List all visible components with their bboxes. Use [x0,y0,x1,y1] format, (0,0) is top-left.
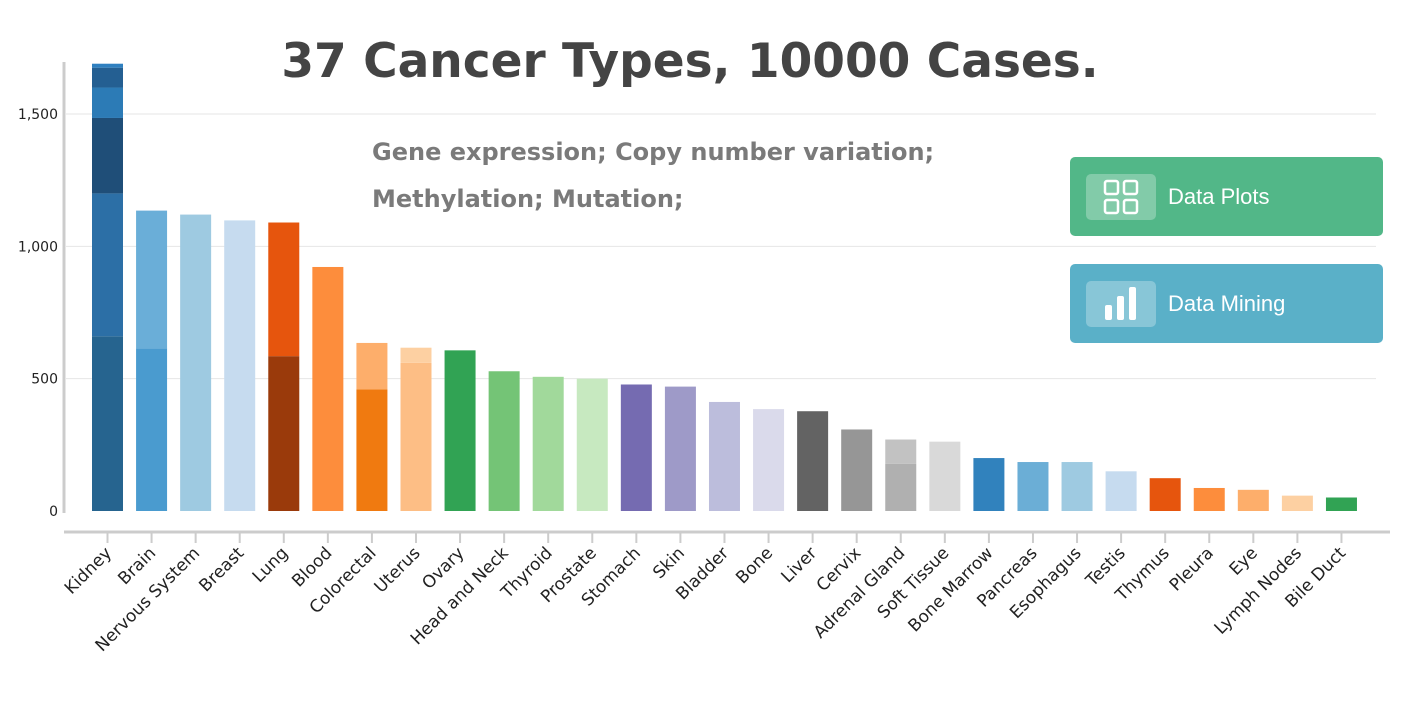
bar-segment[interactable] [92,117,123,194]
bar-chart-icon [1086,280,1156,327]
bars [92,63,1357,511]
bar-segment[interactable] [180,214,212,511]
subtitle-line-2: Methylation; Mutation; [372,185,684,213]
bar-segment[interactable] [92,67,123,88]
bar-segment[interactable] [268,222,300,357]
bar-segment[interactable] [1193,487,1225,511]
y-tick-label: 500 [31,372,58,388]
x-tick-label: Eye [1226,543,1262,579]
bar-segment[interactable] [797,411,829,511]
bar-segment[interactable] [92,63,123,68]
data-plots-label: Data Plots [1168,183,1270,209]
bar-segment[interactable] [92,193,123,337]
bar-segment[interactable] [400,347,432,363]
y-tick-label: 1,500 [18,107,58,123]
bar-segment[interactable] [929,441,961,511]
bar-segment[interactable] [1325,497,1357,511]
bar-segment[interactable] [708,401,740,511]
data-plots-button[interactable]: Data Plots [1070,157,1383,236]
bar-segment[interactable] [356,342,388,390]
bar-segment[interactable] [576,378,608,511]
bar-segment[interactable] [400,362,432,511]
bar-segment[interactable] [532,376,564,511]
x-tick-label: Kidney [61,543,116,598]
x-tick-label: Skin [649,543,689,583]
x-tick-label: Breast [195,543,248,596]
x-tick-label: Uterus [371,543,425,597]
bar-segment[interactable] [620,384,652,511]
grid-icon [1086,173,1156,220]
bar-segment[interactable] [885,439,917,464]
bar-segment[interactable] [1105,471,1137,511]
bar-segment[interactable] [664,386,696,511]
bar-segment[interactable] [136,348,168,511]
bar-segment[interactable] [224,220,256,511]
x-tick-label: Bone [732,543,777,588]
x-tick-label: Lung [249,543,292,586]
bar-segment[interactable] [841,429,873,511]
bar-segment[interactable] [268,356,300,511]
bar-segment[interactable] [1061,462,1093,511]
y-tick-label: 1,000 [18,239,58,255]
y-tick-label: 0 [49,504,58,520]
bar-segment[interactable] [444,350,476,511]
y-axis: 0 500 1,000 1,500 [18,62,66,520]
bar-segment[interactable] [136,210,168,349]
bar-segment[interactable] [1237,489,1269,511]
bar-segment[interactable] [753,409,785,511]
page-title: 37 Cancer Types, 10000 Cases. [281,34,1099,89]
data-mining-label: Data Mining [1168,290,1286,316]
bar-segment[interactable] [92,87,123,118]
bar-segment[interactable] [1017,462,1049,511]
bar-segment[interactable] [92,336,123,511]
bar-segment[interactable] [1281,495,1313,511]
bar-segment[interactable] [356,389,388,511]
bar-segment[interactable] [885,463,917,511]
bar-segment[interactable] [312,266,344,511]
bar-segment[interactable] [488,371,520,511]
bar-segment[interactable] [1149,478,1181,511]
data-mining-button[interactable]: Data Mining [1070,264,1383,343]
x-tick-label: Pleura [1166,543,1218,595]
bar-segment[interactable] [973,458,1005,511]
subtitle-line-1: Gene expression; Copy number variation; [372,138,935,166]
